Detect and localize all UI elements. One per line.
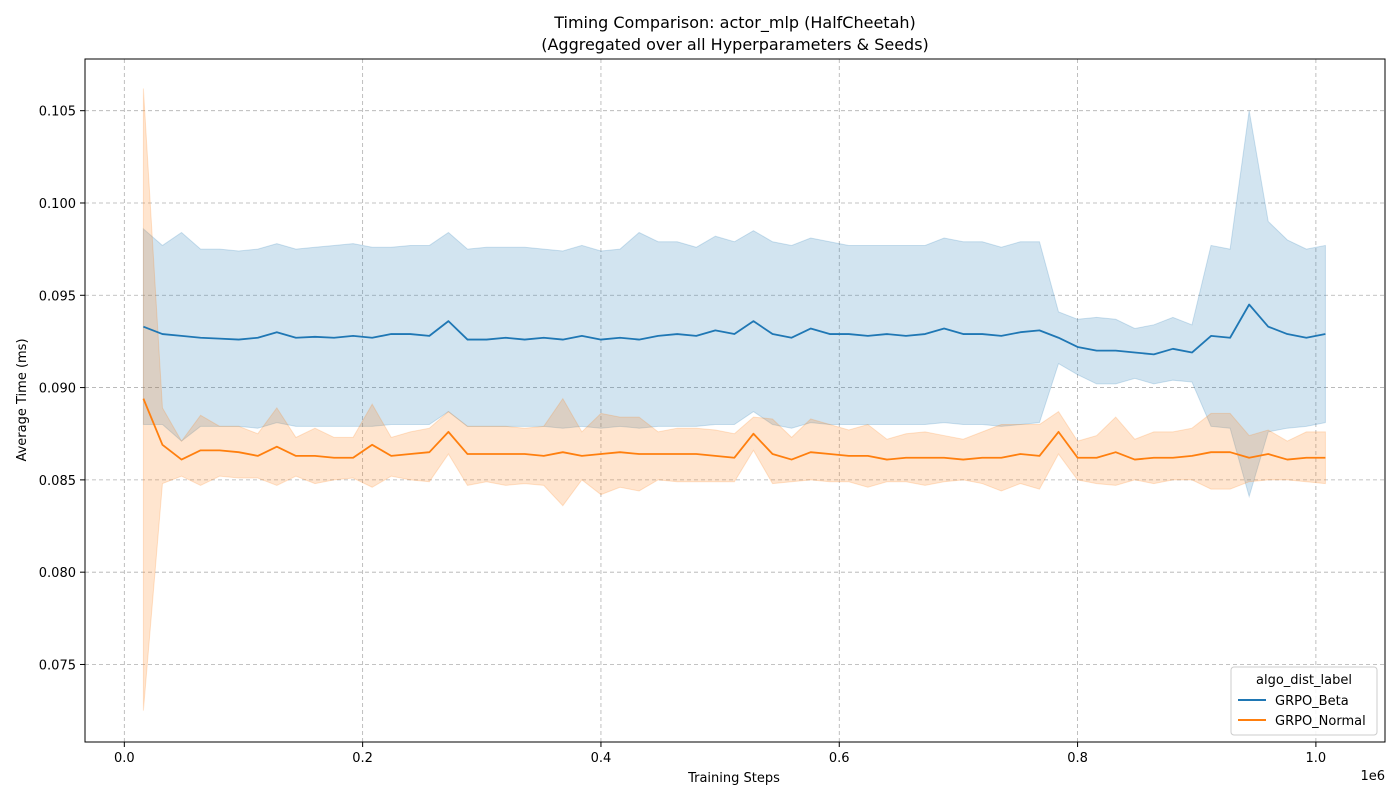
x-tick-label: 0.8	[1067, 751, 1088, 766]
series-line-grpo-beta	[143, 303, 1326, 356]
y-axis-ticks: 0.075 0.080 0.085 0.090 0.095 0.100 0.105	[39, 105, 85, 673]
band-grpo-beta	[142, 110, 1326, 499]
y-tick-label: 0.095	[39, 289, 76, 304]
x-tick-label: 1.0	[1306, 751, 1327, 766]
chart-subtitle: (Aggregated over all Hyperparameters & S…	[541, 35, 929, 54]
y-tick-label: 0.080	[39, 566, 76, 581]
y-tick-label: 0.085	[39, 474, 76, 489]
legend-label-grpo-normal: GRPO_Normal	[1275, 714, 1366, 729]
grid-layer	[85, 59, 1385, 742]
x-tick-label: 0.2	[352, 751, 373, 766]
legend-title: algo_dist_label	[1256, 673, 1352, 688]
plot-frame	[84, 58, 1386, 743]
series-lines	[142, 303, 1326, 461]
chart-title: Timing Comparison: actor_mlp (HalfCheeta…	[553, 13, 916, 33]
confidence-bands	[142, 88, 1326, 711]
legend-label-grpo-beta: GRPO_Beta	[1275, 694, 1349, 709]
x-tick-label: 0.4	[591, 751, 612, 766]
y-tick-label: 0.100	[39, 197, 76, 212]
y-tick-label: 0.105	[39, 105, 76, 120]
y-tick-label: 0.090	[39, 382, 76, 397]
x-tick-label: 0.6	[829, 751, 850, 766]
legend-box	[1230, 666, 1378, 736]
legend: algo_dist_label GRPO_Beta GRPO_Normal	[1230, 666, 1378, 736]
y-axis-label: Average Time (ms)	[15, 338, 30, 461]
x-axis-multiplier: 1e6	[1360, 769, 1385, 784]
x-axis-ticks: 0.0 0.2 0.4 0.6 0.8 1.0	[114, 742, 1326, 766]
band-grpo-normal	[142, 88, 1326, 711]
series-line-grpo-normal	[142, 398, 1326, 461]
y-tick-label: 0.075	[39, 658, 76, 673]
x-axis-label: Training Steps	[687, 771, 780, 786]
x-tick-label: 0.0	[114, 751, 135, 766]
